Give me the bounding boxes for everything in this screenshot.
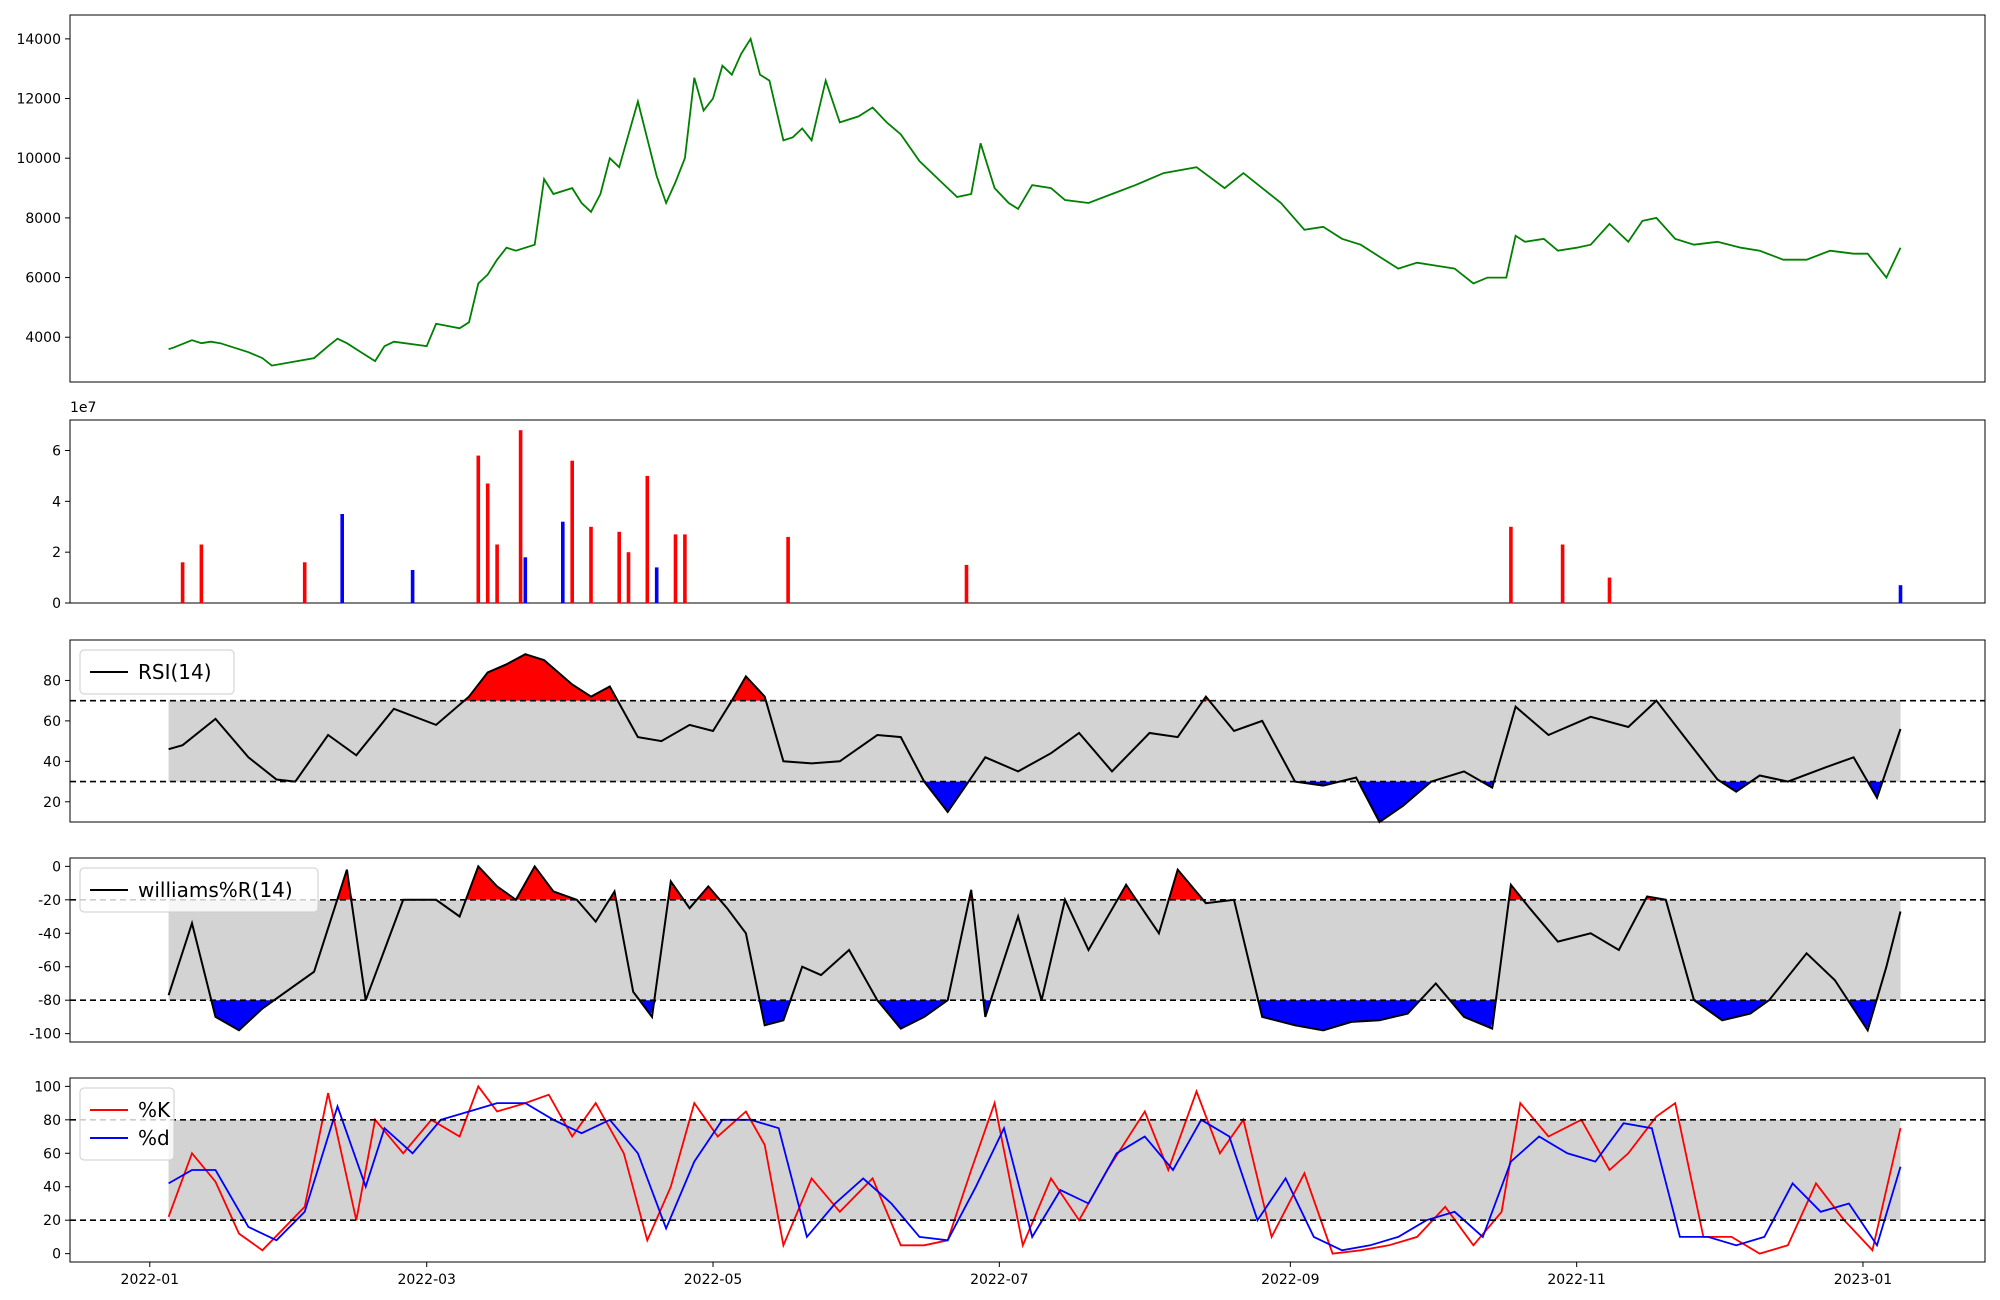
legend-label: williams%R(14) — [138, 878, 293, 902]
legend-box — [79, 649, 235, 695]
x-tick-label: 2022-09 — [1261, 1272, 1320, 1288]
legend-label: RSI(14) — [138, 660, 212, 684]
x-tick-label: 2022-07 — [970, 1272, 1029, 1288]
volume-bar — [302, 562, 307, 603]
price-line — [168, 36, 1902, 367]
y-tick-label: 6 — [52, 444, 61, 460]
volume-bar — [485, 483, 490, 603]
oversold-fill — [168, 781, 1901, 821]
price-y-ticks: 4000 6000 8000 10000 12000 14000 — [16, 32, 70, 346]
y-tick-label: 4 — [52, 494, 61, 510]
y-tick-label: 8000 — [25, 211, 61, 227]
percent-k-line — [167, 1084, 1902, 1255]
y-tick-label: 12000 — [16, 92, 61, 108]
y-tick-label: 80 — [43, 1113, 61, 1129]
y-tick-label: 0 — [52, 859, 61, 875]
volume-bar — [1898, 585, 1903, 603]
neutral-band — [168, 899, 1901, 1001]
y-tick-label: 0 — [52, 1247, 61, 1263]
williams-fills — [168, 867, 1901, 1031]
volume-bar — [617, 531, 621, 603]
x-tick-label: 2022-11 — [1547, 1272, 1606, 1288]
rsi-fills — [168, 654, 1901, 821]
stochastic-panel-frame — [69, 1077, 1986, 1263]
y-tick-label: -60 — [38, 960, 61, 976]
oversold-fill — [168, 1000, 1901, 1031]
volume-exponent-label: 1e7 — [70, 400, 96, 416]
neutral-band — [168, 700, 1901, 782]
legend-box — [79, 867, 319, 913]
volume-bar — [964, 564, 969, 603]
stochastic-y-ticks: 0 20 40 60 80 100 — [34, 1079, 70, 1263]
legend-box — [79, 1087, 175, 1161]
y-tick-label: 10000 — [16, 151, 61, 167]
y-tick-label: 60 — [43, 1146, 61, 1162]
y-tick-label: -40 — [38, 926, 61, 942]
volume-panel-frame — [69, 419, 1986, 604]
volume-bar — [1607, 577, 1612, 603]
rsi-legend: RSI(14) — [79, 649, 235, 695]
y-tick-label: 80 — [43, 673, 61, 689]
y-tick-label: -80 — [38, 993, 61, 1009]
y-tick-label: 2 — [52, 545, 61, 561]
volume-bar — [683, 534, 687, 603]
volume-bar — [673, 534, 678, 603]
williams-line — [167, 864, 1902, 1033]
volume-bar — [518, 430, 523, 603]
y-tick-label: 0 — [52, 596, 61, 612]
y-tick-label: 100 — [34, 1079, 61, 1095]
volume-bar — [645, 475, 650, 603]
volume-bar — [786, 536, 790, 603]
y-tick-label: 20 — [43, 1213, 61, 1229]
rsi-panel-frame — [69, 639, 1986, 823]
y-tick-label: 4000 — [25, 330, 61, 346]
y-tick-label: 60 — [43, 714, 61, 730]
volume-bar — [495, 544, 499, 603]
volume-bar — [199, 544, 204, 603]
williams-y-ticks: 0 -20 -40 -60 -80 -100 — [29, 859, 70, 1043]
x-tick-label: 2023-01 — [1834, 1272, 1893, 1288]
legend-label: %K — [138, 1098, 171, 1122]
x-tick-label: 2022-01 — [121, 1272, 180, 1288]
legend-label: %d — [138, 1126, 170, 1150]
volume-bar — [589, 526, 593, 604]
rsi-line — [168, 653, 1902, 824]
x-axis-ticks: 2022-01 2022-03 2022-05 2022-07 2022-09 2022-… — [121, 1262, 1893, 1288]
overbought-fill — [168, 654, 1901, 701]
percent-d-line — [168, 1102, 1902, 1252]
y-tick-label: 20 — [43, 795, 61, 811]
volume-bar — [523, 557, 528, 604]
y-tick-label: -20 — [38, 893, 61, 909]
y-tick-label: 40 — [43, 1180, 61, 1196]
volume-bar — [654, 567, 659, 603]
volume-bar — [570, 460, 574, 603]
volume-bar — [1560, 544, 1565, 603]
volume-bar — [410, 570, 415, 603]
y-tick-label: 6000 — [25, 271, 61, 287]
volume-bar — [180, 562, 185, 603]
volume-bar — [561, 521, 565, 603]
volume-bars — [180, 430, 1903, 604]
price-panel-frame — [69, 14, 1986, 383]
volume-bar — [340, 514, 344, 603]
williams-legend: williams%R(14) — [79, 867, 319, 913]
x-tick-label: 2022-03 — [397, 1272, 456, 1288]
x-tick-label: 2022-05 — [684, 1272, 743, 1288]
volume-y-ticks: 0 2 4 6 — [52, 444, 70, 612]
volume-bar — [626, 552, 631, 603]
overbought-fill — [168, 867, 1901, 900]
volume-bar — [1509, 526, 1513, 604]
volume-bar — [476, 455, 481, 603]
y-tick-label: -100 — [29, 1027, 61, 1043]
stochastic-neutral-band — [168, 1119, 1901, 1221]
williams-panel-frame — [69, 857, 1986, 1043]
rsi-y-ticks: 20 40 60 80 — [43, 673, 70, 811]
stochastic-legend: %K %d — [79, 1087, 175, 1161]
y-tick-label: 40 — [43, 754, 61, 770]
y-tick-label: 14000 — [16, 32, 61, 48]
